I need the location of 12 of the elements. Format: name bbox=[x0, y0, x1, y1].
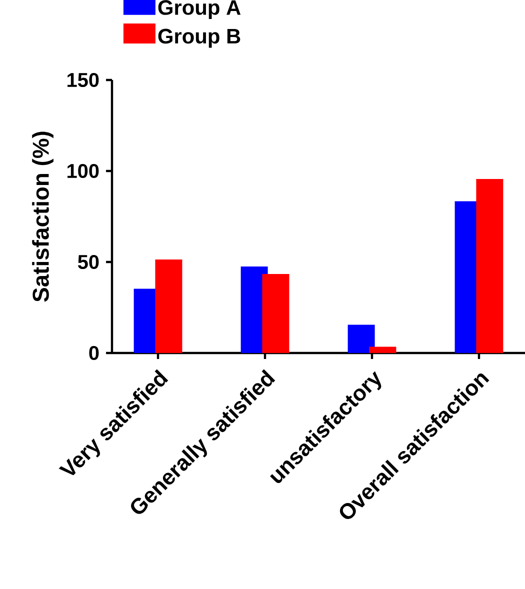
bar bbox=[262, 274, 290, 353]
legend-label: Group B bbox=[158, 28, 240, 48]
legend-label: Group A bbox=[158, 0, 241, 20]
y-tick-label: 100 bbox=[68, 164, 99, 178]
y-tick-label: 50 bbox=[78, 254, 99, 270]
bar bbox=[348, 324, 375, 353]
y-tick-label: 0 bbox=[89, 346, 99, 360]
bar bbox=[369, 346, 396, 353]
y-tick-label: 150 bbox=[68, 72, 99, 88]
bar bbox=[155, 259, 182, 353]
bar bbox=[476, 179, 504, 353]
y-axis-title: Satisfaction (%) bbox=[32, 132, 54, 302]
